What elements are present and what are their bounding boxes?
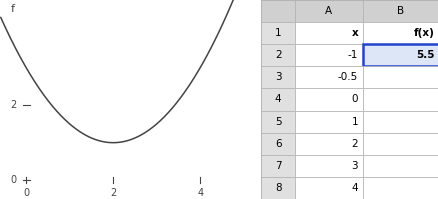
Text: 1: 1: [351, 117, 357, 127]
Text: 4: 4: [274, 95, 281, 104]
Text: 4: 4: [197, 188, 203, 198]
Bar: [362, 0, 438, 22]
Text: 6: 6: [274, 139, 281, 149]
Text: 2: 2: [274, 50, 281, 60]
Text: f: f: [11, 4, 15, 14]
Text: 7: 7: [274, 161, 281, 171]
Text: f(x): f(x): [413, 28, 434, 38]
Text: 5: 5: [274, 117, 281, 127]
Text: B: B: [396, 6, 403, 16]
Bar: [294, 22, 362, 44]
Text: 2: 2: [110, 188, 116, 198]
Bar: [362, 44, 438, 66]
Text: 2: 2: [351, 139, 357, 149]
Text: -1: -1: [347, 50, 357, 60]
Bar: [294, 0, 362, 22]
Bar: [261, 0, 294, 22]
Text: 3: 3: [351, 161, 357, 171]
Bar: [362, 88, 438, 111]
Bar: [261, 22, 294, 44]
Bar: [362, 22, 438, 44]
Bar: [294, 177, 362, 199]
Text: 0: 0: [351, 95, 357, 104]
Bar: [261, 155, 294, 177]
Text: -0.5: -0.5: [337, 72, 357, 82]
Bar: [362, 155, 438, 177]
Bar: [362, 66, 438, 88]
Bar: [362, 133, 438, 155]
Bar: [294, 88, 362, 111]
Text: 8: 8: [274, 183, 281, 193]
Text: A: A: [325, 6, 332, 16]
Bar: [261, 177, 294, 199]
Bar: [261, 133, 294, 155]
Bar: [362, 111, 438, 133]
Bar: [294, 44, 362, 66]
Text: 1: 1: [274, 28, 281, 38]
Text: x: x: [350, 28, 357, 38]
Bar: [294, 133, 362, 155]
Text: 3: 3: [274, 72, 281, 82]
Text: 0: 0: [11, 175, 17, 185]
Text: 4: 4: [351, 183, 357, 193]
Text: 0: 0: [23, 188, 29, 198]
Bar: [261, 66, 294, 88]
Bar: [261, 111, 294, 133]
Bar: [261, 88, 294, 111]
Text: 2: 2: [10, 100, 17, 110]
Bar: [294, 66, 362, 88]
Text: 5.5: 5.5: [415, 50, 434, 60]
Bar: [261, 44, 294, 66]
Bar: [294, 111, 362, 133]
Bar: [294, 155, 362, 177]
Bar: [362, 177, 438, 199]
